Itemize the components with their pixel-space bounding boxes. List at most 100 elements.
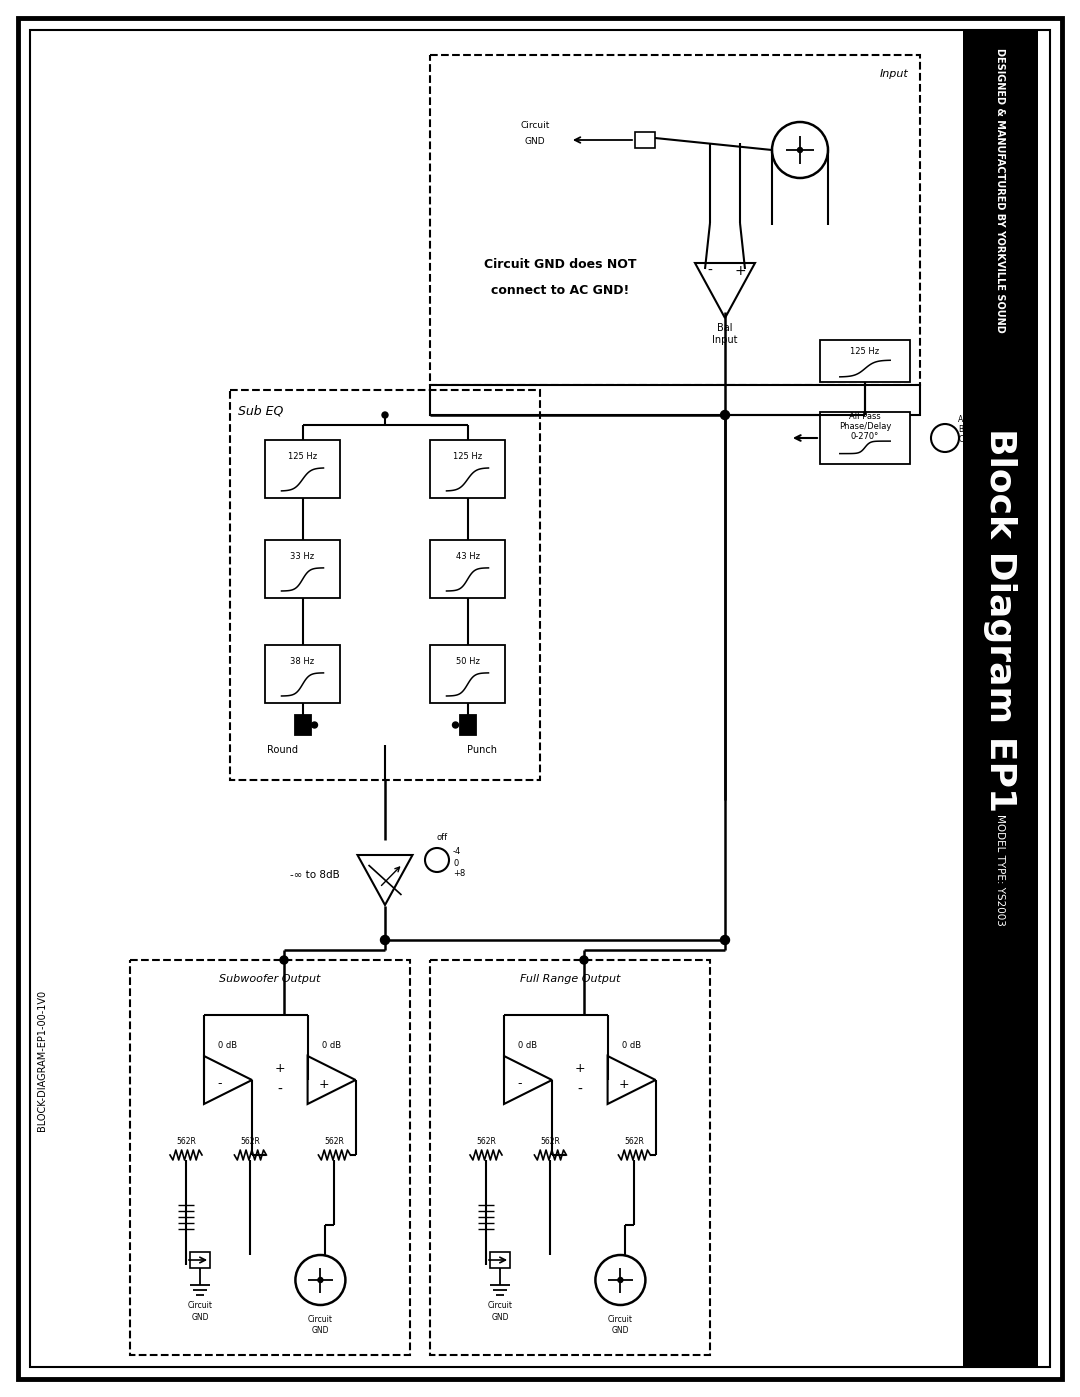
Text: DESIGNED & MANUFACTURED BY YORKVILLE SOUND: DESIGNED & MANUFACTURED BY YORKVILLE SOU… <box>995 47 1005 332</box>
Text: -: - <box>578 1083 582 1097</box>
Text: A: A <box>958 415 963 425</box>
Circle shape <box>862 412 868 418</box>
Text: 125 Hz: 125 Hz <box>453 451 482 461</box>
Bar <box>295 715 311 735</box>
Text: 562R: 562R <box>540 1137 561 1146</box>
Text: MODEL TYPE: YS2003: MODEL TYPE: YS2003 <box>995 814 1005 926</box>
Text: All Pass
Phase/Delay
0-270°: All Pass Phase/Delay 0-270° <box>839 412 891 441</box>
Circle shape <box>580 956 588 964</box>
Text: 562R: 562R <box>624 1137 645 1146</box>
Circle shape <box>280 956 288 964</box>
Text: 33 Hz: 33 Hz <box>291 552 314 560</box>
Text: 125 Hz: 125 Hz <box>850 348 879 356</box>
Bar <box>430 386 920 415</box>
Text: +: + <box>618 1077 629 1091</box>
Text: -: - <box>218 1077 222 1091</box>
Text: +8: +8 <box>453 869 465 879</box>
Text: Circuit GND does NOT: Circuit GND does NOT <box>484 258 636 271</box>
Bar <box>430 645 505 703</box>
Text: -∞ to 8dB: -∞ to 8dB <box>291 870 340 880</box>
Bar <box>430 541 505 598</box>
Bar <box>459 715 475 735</box>
Text: Circuit: Circuit <box>188 1301 213 1309</box>
Text: -: - <box>278 1083 282 1097</box>
Text: 562R: 562R <box>241 1137 260 1146</box>
Bar <box>130 960 410 1355</box>
Text: 562R: 562R <box>324 1137 345 1146</box>
Text: GND: GND <box>491 1313 509 1322</box>
Circle shape <box>380 936 390 944</box>
Polygon shape <box>357 855 413 905</box>
Text: 50 Hz: 50 Hz <box>456 657 480 666</box>
Circle shape <box>318 1277 323 1282</box>
Bar <box>820 412 910 464</box>
Circle shape <box>931 425 959 453</box>
Text: +: + <box>575 1062 585 1074</box>
Text: Circuit
GND: Circuit GND <box>308 1316 333 1334</box>
Text: GND: GND <box>525 137 545 147</box>
Text: 0 dB: 0 dB <box>322 1042 341 1051</box>
Text: -: - <box>707 264 713 278</box>
Text: 38 Hz: 38 Hz <box>291 657 314 666</box>
Bar <box>430 440 505 497</box>
Text: +: + <box>734 264 746 278</box>
Text: B: B <box>958 426 963 434</box>
Bar <box>265 440 340 497</box>
Text: 43 Hz: 43 Hz <box>456 552 480 560</box>
Text: 562R: 562R <box>176 1137 195 1146</box>
Circle shape <box>797 148 802 152</box>
Circle shape <box>720 411 729 419</box>
Text: 0 dB: 0 dB <box>218 1042 238 1051</box>
Circle shape <box>453 722 459 728</box>
Circle shape <box>618 1277 623 1282</box>
Text: 0 dB: 0 dB <box>622 1042 642 1051</box>
Circle shape <box>296 1255 346 1305</box>
Text: 0 dB: 0 dB <box>518 1042 538 1051</box>
Bar <box>963 29 1038 1368</box>
Text: GND: GND <box>191 1313 208 1322</box>
Text: +: + <box>319 1077 329 1091</box>
Bar <box>635 131 654 148</box>
Circle shape <box>382 412 388 418</box>
Text: Punch: Punch <box>468 745 498 754</box>
Text: Full Range Output: Full Range Output <box>519 974 620 983</box>
Circle shape <box>595 1255 646 1305</box>
Bar <box>820 339 910 381</box>
Polygon shape <box>504 1056 552 1104</box>
Bar <box>430 54 920 386</box>
Text: 125 Hz: 125 Hz <box>288 451 318 461</box>
Text: BLOCK-DIAGRAM-EP1-00-1V0: BLOCK-DIAGRAM-EP1-00-1V0 <box>37 989 48 1130</box>
Bar <box>265 645 340 703</box>
Text: Circuit: Circuit <box>487 1301 513 1309</box>
Text: Input: Input <box>879 68 908 80</box>
Text: Round: Round <box>267 745 298 754</box>
Circle shape <box>772 122 828 177</box>
Text: -: - <box>517 1077 523 1091</box>
Text: Circuit
GND: Circuit GND <box>608 1316 633 1334</box>
Text: connect to AC GND!: connect to AC GND! <box>491 284 630 296</box>
Text: Block Diagram EP1: Block Diagram EP1 <box>983 427 1017 812</box>
Text: C: C <box>958 436 963 444</box>
Bar <box>230 390 540 780</box>
Circle shape <box>426 848 449 872</box>
Text: 0: 0 <box>453 859 458 869</box>
Text: Sub EQ: Sub EQ <box>238 404 283 416</box>
Bar <box>265 541 340 598</box>
Text: Input: Input <box>712 335 738 345</box>
Bar <box>490 1252 510 1268</box>
Text: off: off <box>436 834 447 842</box>
Polygon shape <box>204 1056 252 1104</box>
Bar <box>430 960 710 1355</box>
Polygon shape <box>308 1056 355 1104</box>
Text: -4: -4 <box>453 848 461 856</box>
Text: +: + <box>274 1062 285 1074</box>
Circle shape <box>311 722 318 728</box>
Text: Circuit: Circuit <box>521 122 550 130</box>
Bar <box>190 1252 210 1268</box>
Text: Subwoofer Output: Subwoofer Output <box>219 974 321 983</box>
Polygon shape <box>608 1056 656 1104</box>
Text: Bal: Bal <box>717 323 732 332</box>
Text: 562R: 562R <box>476 1137 496 1146</box>
Polygon shape <box>696 263 755 319</box>
Circle shape <box>720 936 729 944</box>
